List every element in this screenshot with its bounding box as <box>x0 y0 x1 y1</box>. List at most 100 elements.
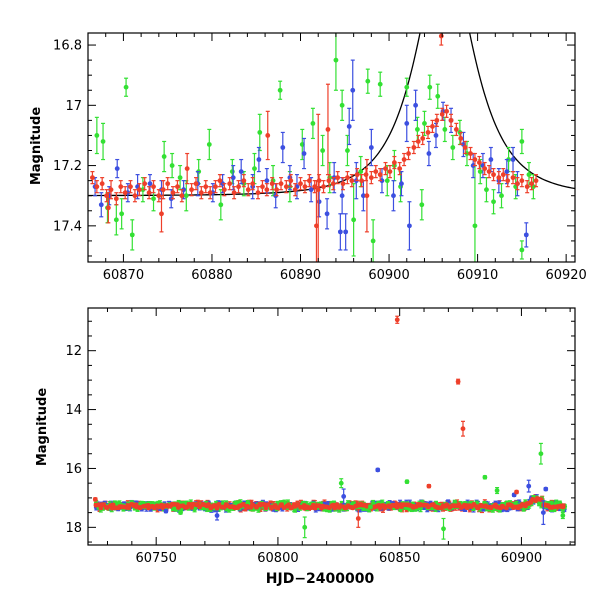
data-point <box>325 83 331 176</box>
data-point <box>260 180 265 194</box>
outlier-point <box>482 474 488 480</box>
data-point <box>306 174 312 188</box>
outlier-point <box>341 488 347 505</box>
y-tick-label: 16 <box>65 462 82 477</box>
data-point <box>105 192 111 224</box>
data-point <box>333 33 339 91</box>
data-point <box>391 180 396 212</box>
outlier-point <box>526 479 532 493</box>
top-panel: Magnitude 60870 60880 60890 60900 60910 60920… <box>29 32 587 283</box>
data-point <box>350 59 356 121</box>
x-tick-label: 60890 <box>280 268 321 283</box>
data-point <box>420 131 426 146</box>
data-point <box>265 110 271 161</box>
data-point <box>434 113 440 128</box>
data-point <box>484 177 489 203</box>
data-point <box>435 83 441 109</box>
data-point <box>94 116 100 155</box>
outlier-point <box>455 378 461 385</box>
top-plot-area <box>88 33 575 262</box>
data-point <box>120 504 126 510</box>
data-point <box>529 177 535 191</box>
data-point <box>496 171 502 185</box>
data-point <box>320 134 326 167</box>
data-point <box>274 183 280 197</box>
data-point <box>519 240 525 260</box>
data-point <box>330 177 336 191</box>
data-point <box>491 189 496 215</box>
data-point <box>288 174 294 188</box>
x-tick-label: 60750 <box>136 551 177 566</box>
data-point <box>458 131 464 146</box>
data-point <box>426 140 432 167</box>
data-point <box>365 68 371 94</box>
data-point <box>391 155 397 170</box>
data-point <box>94 180 100 194</box>
data-point <box>234 500 240 506</box>
x-tick-label: 60870 <box>103 268 144 283</box>
outlier-point <box>163 508 169 514</box>
data-point <box>132 189 138 203</box>
y-tick-label: 16.8 <box>53 39 82 54</box>
y-tick-label: 17.4 <box>53 219 82 234</box>
bottom-panel: Magnitude HJD−2400000 60750 60800 60850 609… <box>35 307 576 587</box>
data-point <box>383 161 388 176</box>
data-point <box>283 180 289 194</box>
data-point <box>377 71 383 97</box>
data-point <box>184 152 190 185</box>
data-point <box>278 177 284 191</box>
x-tick-label: 60900 <box>368 268 409 283</box>
data-point <box>221 183 227 197</box>
data-point <box>343 213 349 251</box>
data-point <box>384 164 390 197</box>
data-point <box>354 167 360 182</box>
data-point <box>227 177 233 191</box>
y-tick-label: 18 <box>65 521 82 536</box>
data-point <box>404 77 410 97</box>
data-point <box>462 140 468 155</box>
data-point <box>245 183 251 197</box>
data-point <box>100 122 106 161</box>
data-point <box>170 186 176 200</box>
data-point <box>159 195 164 233</box>
data-point <box>335 171 341 185</box>
bottom-plot-frame <box>87 307 576 546</box>
data-point <box>439 107 445 121</box>
data-point <box>345 171 350 185</box>
data-point <box>364 158 370 233</box>
bottom-x-axis-label: HJD−2400000 <box>266 571 375 587</box>
outlier-point <box>540 500 546 525</box>
data-point <box>183 180 189 212</box>
data-point <box>123 77 129 97</box>
data-point <box>363 167 369 182</box>
data-point <box>433 122 439 149</box>
data-point <box>515 177 520 191</box>
outlier-point <box>560 512 566 520</box>
data-point <box>377 167 383 182</box>
data-point <box>394 504 400 510</box>
outlier-point <box>214 510 220 521</box>
data-point <box>147 174 153 194</box>
data-point <box>524 180 530 194</box>
data-point <box>370 219 376 262</box>
data-point <box>203 180 209 194</box>
data-point <box>442 116 448 143</box>
outlier-point <box>404 479 410 485</box>
data-point <box>351 183 357 257</box>
outlier-point <box>375 467 381 473</box>
data-point <box>119 198 125 230</box>
data-point <box>175 180 180 194</box>
outlier-point <box>514 489 519 495</box>
data-point <box>264 183 270 197</box>
data-point <box>533 174 539 188</box>
data-point <box>345 503 351 509</box>
data-point <box>90 171 95 185</box>
data-point <box>519 128 525 155</box>
data-point <box>198 186 204 200</box>
x-tick-label: 60910 <box>457 268 498 283</box>
data-point <box>128 180 133 194</box>
data-point <box>523 222 529 248</box>
data-point <box>476 155 482 170</box>
data-point <box>450 134 456 161</box>
